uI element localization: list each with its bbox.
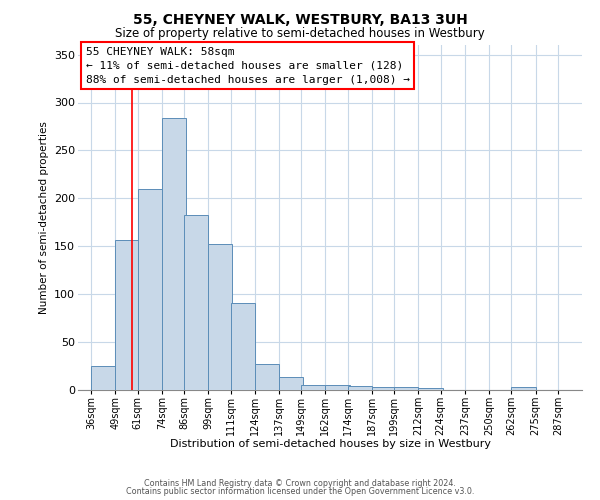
Bar <box>511 387 536 390</box>
Bar <box>325 385 350 390</box>
Text: Contains HM Land Registry data © Crown copyright and database right 2024.: Contains HM Land Registry data © Crown c… <box>144 478 456 488</box>
Bar <box>418 388 443 390</box>
Text: 55, CHEYNEY WALK, WESTBURY, BA13 3UH: 55, CHEYNEY WALK, WESTBURY, BA13 3UH <box>133 12 467 26</box>
Bar <box>347 386 372 390</box>
Y-axis label: Number of semi-detached properties: Number of semi-detached properties <box>38 121 49 314</box>
Bar <box>91 366 115 390</box>
Text: Size of property relative to semi-detached houses in Westbury: Size of property relative to semi-detach… <box>115 28 485 40</box>
Bar <box>115 240 139 390</box>
Bar <box>184 214 208 390</box>
Bar <box>137 188 161 390</box>
Bar <box>254 364 279 390</box>
Bar <box>301 385 325 390</box>
Bar <box>372 387 396 390</box>
Bar <box>161 118 186 390</box>
Bar <box>230 303 254 390</box>
Text: 55 CHEYNEY WALK: 58sqm
← 11% of semi-detached houses are smaller (128)
88% of se: 55 CHEYNEY WALK: 58sqm ← 11% of semi-det… <box>86 46 410 84</box>
X-axis label: Distribution of semi-detached houses by size in Westbury: Distribution of semi-detached houses by … <box>170 439 491 449</box>
Text: Contains public sector information licensed under the Open Government Licence v3: Contains public sector information licen… <box>126 487 474 496</box>
Bar <box>279 376 303 390</box>
Bar <box>208 244 232 390</box>
Bar <box>394 387 418 390</box>
